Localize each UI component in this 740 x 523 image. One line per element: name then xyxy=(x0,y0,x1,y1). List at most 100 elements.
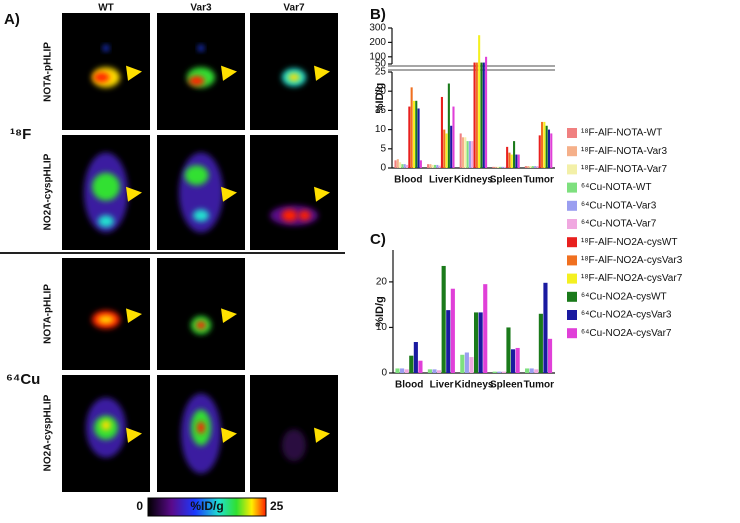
arrowhead xyxy=(126,427,142,443)
x-tick-label: Liver xyxy=(430,380,454,391)
colorbar-min: 0 xyxy=(136,499,143,513)
uptake xyxy=(101,420,111,431)
bar xyxy=(510,349,516,373)
pet-images xyxy=(62,13,338,492)
y-tick-label: 300 xyxy=(369,23,386,34)
arrowhead xyxy=(314,427,330,443)
bar xyxy=(515,154,518,168)
legend-swatch xyxy=(567,310,577,320)
bar xyxy=(485,56,488,168)
legend-swatch xyxy=(567,255,577,266)
bar xyxy=(437,370,442,373)
bar xyxy=(445,133,448,168)
bar xyxy=(525,368,530,373)
uptake xyxy=(92,172,120,201)
isotope-label: ⁶⁴Cu xyxy=(6,371,40,388)
uptake xyxy=(282,429,306,462)
uptake xyxy=(198,45,204,52)
y-tick-label: 5 xyxy=(380,143,386,154)
bar xyxy=(550,133,553,168)
bar xyxy=(436,164,439,168)
uptake xyxy=(298,210,311,221)
legend-label: ⁶⁴Cu-NOTA-Var7 xyxy=(581,219,657,230)
bar xyxy=(515,347,520,373)
bar xyxy=(403,164,406,168)
bar xyxy=(427,369,432,373)
y-tick-label: 10 xyxy=(375,124,387,135)
isotope-label: ¹⁸F xyxy=(10,126,31,143)
bar xyxy=(419,160,422,168)
uptake xyxy=(193,209,209,222)
x-tick-label: Tumor xyxy=(524,175,554,186)
legend-label: ¹⁸F-AlF-NOTA-Var3 xyxy=(581,146,668,157)
bar xyxy=(541,121,544,168)
y-tick-label: 100 xyxy=(369,51,386,62)
arrowhead xyxy=(221,308,237,323)
legend-swatch xyxy=(567,200,577,211)
bar xyxy=(529,166,532,168)
panel-label: B) xyxy=(370,6,386,23)
uptake xyxy=(288,73,300,82)
bar xyxy=(536,166,539,168)
bar xyxy=(508,152,511,168)
y-tick-label: 20 xyxy=(375,86,387,97)
bar xyxy=(524,166,527,168)
bar xyxy=(433,164,437,168)
arrowhead xyxy=(126,308,142,323)
y-tick-label: 10 xyxy=(376,322,388,333)
bar xyxy=(527,166,530,168)
bar xyxy=(494,166,497,168)
legend-label: ¹⁸F-AlF-NO2A-cysWT xyxy=(581,237,677,248)
bar xyxy=(501,371,506,373)
x-tick-label: Kidneys xyxy=(454,175,493,186)
bar xyxy=(473,62,476,169)
bar xyxy=(461,137,465,168)
x-tick-label: Blood xyxy=(394,175,422,186)
bar xyxy=(501,166,504,168)
bar xyxy=(503,166,506,168)
bar xyxy=(534,369,539,373)
legend-label: ⁶⁴Cu-NO2A-cysVar7 xyxy=(581,328,672,339)
bar xyxy=(396,159,399,168)
bar xyxy=(440,96,443,168)
column-label: Var3 xyxy=(190,3,212,14)
bar xyxy=(538,135,541,168)
bar xyxy=(545,125,548,168)
row-label: NO2A-cyspHLIP xyxy=(43,153,54,230)
legend-label: ¹⁸F-AlF-NOTA-WT xyxy=(581,128,662,139)
bar xyxy=(438,165,441,168)
arrowhead xyxy=(126,65,142,81)
bar xyxy=(480,62,483,169)
y-tick-label: 15 xyxy=(375,105,387,116)
bar xyxy=(543,282,548,373)
bar xyxy=(492,166,495,168)
y-axis-label: %ID/g xyxy=(374,83,386,114)
bar xyxy=(506,327,511,373)
y-tick-label: 50 xyxy=(375,59,387,70)
y-tick-label: 0 xyxy=(381,368,387,379)
y-tick-label: 20 xyxy=(376,277,388,288)
panel-label: C) xyxy=(370,231,386,248)
legend-swatch xyxy=(567,273,577,284)
bar xyxy=(483,284,488,373)
bar xyxy=(478,312,483,373)
legend-swatch xyxy=(567,237,577,248)
bar xyxy=(517,154,520,168)
uptake xyxy=(98,315,114,324)
bar xyxy=(415,100,418,168)
uptake xyxy=(184,165,209,186)
bar xyxy=(450,125,453,168)
uptake xyxy=(188,75,205,86)
bar xyxy=(452,106,455,168)
y-tick-label: 25 xyxy=(375,67,387,78)
legend-swatch xyxy=(567,182,577,193)
bar xyxy=(506,146,509,168)
bar xyxy=(443,129,446,168)
bar xyxy=(401,164,404,168)
bar xyxy=(431,164,434,168)
y-axis-label: %ID/g xyxy=(374,296,386,327)
uptake xyxy=(196,321,206,330)
legend-label: ⁶⁴Cu-NO2A-cysVar3 xyxy=(581,310,672,321)
colorbar xyxy=(147,497,267,517)
colorbar-label: %ID/g xyxy=(190,499,223,513)
